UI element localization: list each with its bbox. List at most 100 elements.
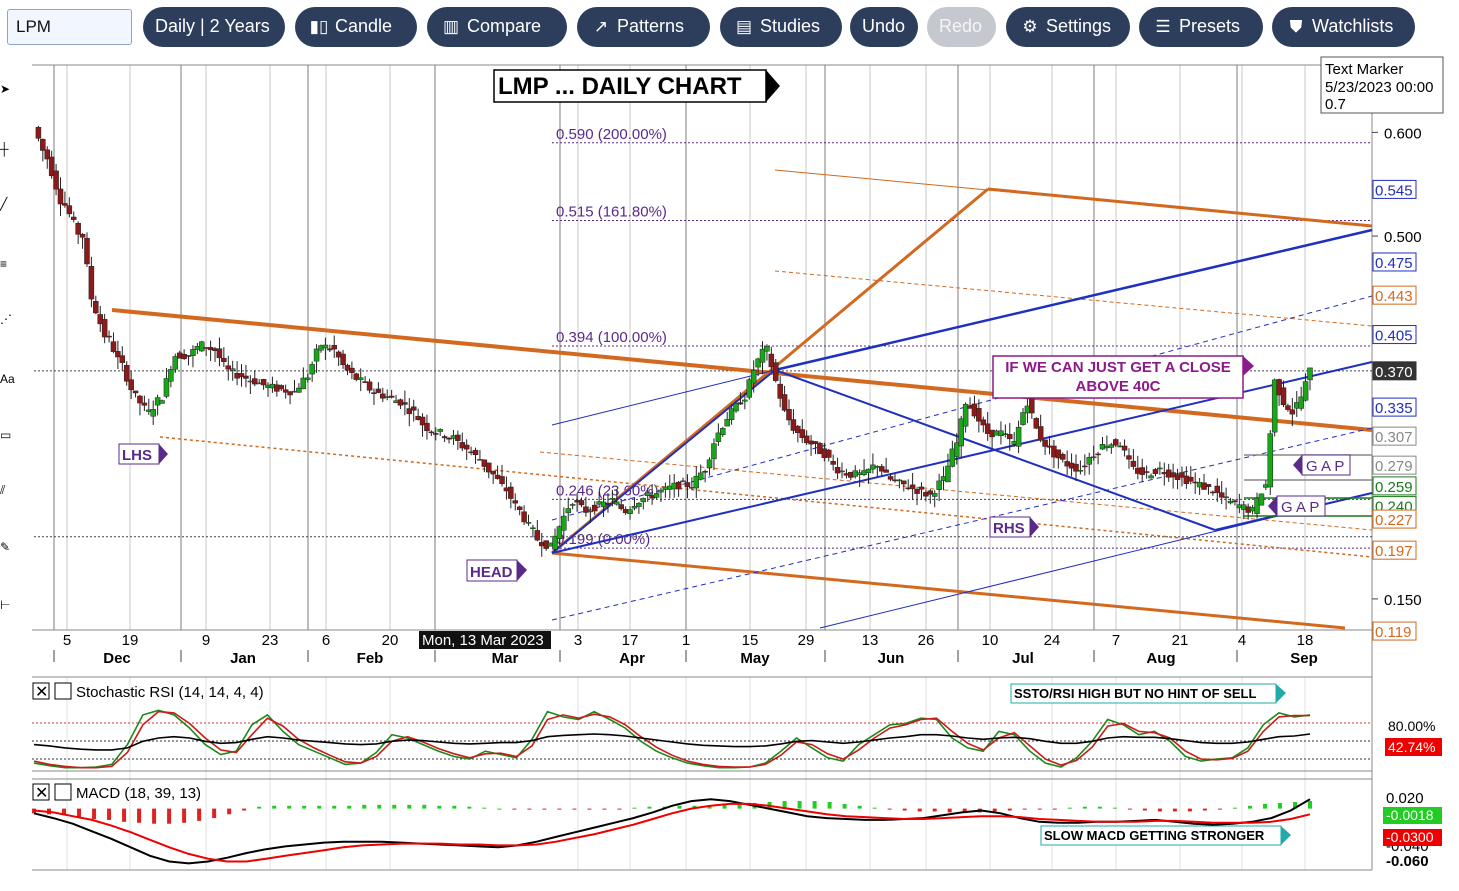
line-icon[interactable]: ╱	[0, 197, 8, 211]
candle-body	[1302, 381, 1309, 401]
macd-histogram-bar	[1262, 803, 1267, 809]
price-label-box	[1372, 455, 1417, 475]
close-study-button[interactable]	[32, 682, 50, 700]
close-icon[interactable]: ✕	[35, 684, 48, 701]
macd-histogram-bar	[212, 808, 217, 819]
candle-body	[830, 461, 836, 465]
macd-histogram-bar	[122, 808, 127, 822]
minimize-study-button[interactable]	[54, 682, 72, 700]
macd-histogram-bar	[1247, 805, 1252, 809]
macd-histogram-bar	[482, 807, 487, 809]
candle-body	[711, 443, 717, 460]
candle-body	[786, 409, 792, 421]
blue-thin-upper	[551, 369, 776, 426]
macd-histogram-bar	[857, 805, 862, 809]
rectangle-icon[interactable]: ▭	[0, 428, 12, 442]
redo-button[interactable]: Redo	[927, 7, 996, 47]
svg-text:G A P: G A P	[1281, 499, 1319, 516]
pointer-icon[interactable]: ➤	[0, 82, 11, 96]
fan-icon[interactable]: ⋰	[0, 312, 12, 326]
fib-level-label: 0.246 (23.60%)	[556, 482, 659, 499]
candle-body	[437, 429, 443, 432]
macd-histogram-bar	[332, 805, 337, 809]
macd-histogram-bar	[1022, 808, 1027, 810]
crosshair-icon[interactable]: ┼	[0, 142, 9, 156]
macd-histogram-bar	[302, 805, 307, 809]
macd-histogram-bar	[137, 808, 142, 823]
channel-icon[interactable]: ⫽	[0, 483, 6, 497]
candle-body	[119, 355, 126, 363]
candle-body	[455, 434, 461, 441]
day-tick-label: 29	[798, 632, 815, 649]
candle-body	[463, 444, 470, 450]
brush-icon[interactable]: ✎	[0, 540, 11, 554]
measure-icon[interactable]: ⊢	[0, 598, 11, 612]
candle-body	[1121, 445, 1128, 451]
close-macd-icon[interactable]: ✕	[35, 785, 48, 802]
price-label: 0.475	[1375, 255, 1413, 272]
candle-body	[53, 170, 59, 190]
text-icon[interactable]: Aa	[0, 372, 15, 386]
candle-body	[565, 508, 571, 514]
candle-body	[530, 527, 536, 530]
macd-histogram-bar	[902, 808, 907, 811]
studies-button[interactable]: ▤ Studies	[720, 7, 842, 47]
compare-label: Compare	[467, 16, 542, 36]
close-macd-button[interactable]	[32, 783, 50, 801]
macd-last-0: -0.0018	[1386, 807, 1434, 823]
candle-body	[441, 436, 448, 439]
macd-histogram-bar	[1097, 806, 1102, 809]
month-tick-label: May	[740, 650, 770, 667]
day-tick-label: 26	[918, 632, 935, 649]
compare-icon: ▥	[442, 17, 460, 36]
period-button[interactable]: Daily | 2 Years	[143, 7, 285, 47]
head-label: HEAD	[466, 559, 527, 582]
lhs-label: LHS	[118, 443, 168, 465]
watchlists-button[interactable]: ⛊ Watchlists	[1272, 7, 1415, 47]
undo-button[interactable]: Undo	[850, 7, 918, 47]
compare-button[interactable]: ▥ Compare	[427, 7, 567, 47]
candle-body	[1059, 454, 1066, 460]
macd-histogram-bar	[782, 801, 787, 809]
macd-histogram-bar	[497, 808, 502, 810]
candle-body	[1143, 471, 1150, 473]
candle-body	[609, 498, 616, 500]
day-tick-label: 15	[742, 632, 759, 649]
chart-title-box: LMP ... DAILY CHART	[493, 69, 780, 103]
candle-body	[199, 341, 205, 352]
macd-histogram-bar	[947, 808, 952, 813]
candle-body	[759, 348, 766, 363]
candle-body	[1232, 500, 1238, 502]
candle-body	[128, 379, 134, 391]
candle-body	[600, 501, 607, 508]
settings-button[interactable]: ⚙ Settings	[1006, 7, 1130, 47]
candle-body	[1285, 405, 1291, 410]
minimize-macd-button[interactable]	[54, 783, 72, 801]
candle-body	[742, 399, 748, 402]
svg-text:G A P: G A P	[1306, 458, 1344, 475]
price-label: 0.279	[1375, 458, 1413, 475]
candle-body	[340, 353, 346, 365]
price-label-box	[1372, 179, 1417, 199]
candle-body	[1007, 434, 1013, 440]
stoch-rsi-panel: ✕ Stochastic RSI (14, 14, 4, 4) 80.00% 4…	[32, 676, 1442, 772]
candle-body	[1276, 379, 1282, 396]
patterns-button[interactable]: ↗ Patterns	[577, 7, 710, 47]
candle-body	[1112, 439, 1119, 446]
month-tick-label: Jul	[1012, 650, 1034, 667]
candle-body	[521, 511, 527, 523]
candle-body	[322, 344, 329, 349]
macd-lines	[32, 798, 1312, 865]
fib-icon[interactable]: ≡	[0, 257, 8, 271]
candle-body	[825, 449, 832, 458]
candle-body	[954, 442, 960, 457]
candle-button[interactable]: ▮▯ Candle	[295, 7, 417, 47]
presets-button[interactable]: ☰ Presets	[1139, 7, 1263, 47]
macd-histogram-bar	[362, 804, 367, 809]
candle-body	[238, 373, 245, 378]
candle-body	[499, 476, 505, 484]
stoch-series-line	[33, 709, 1311, 769]
symbol-input[interactable]: LPM	[7, 9, 132, 45]
price-label: 0.259	[1375, 479, 1413, 496]
